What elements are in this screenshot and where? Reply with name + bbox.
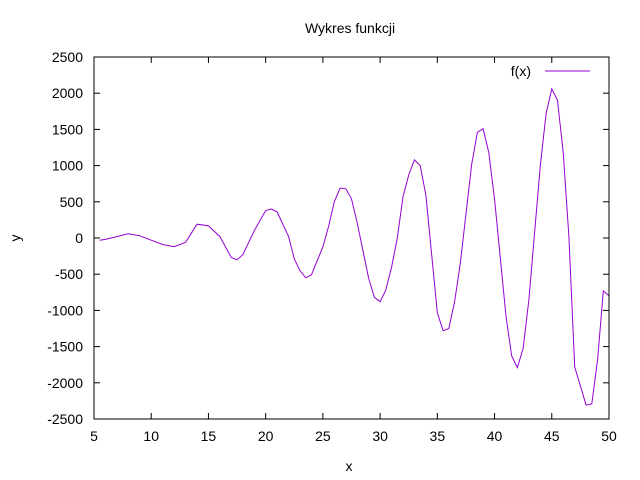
series-line-f [99, 87, 610, 406]
x-tick-label: 20 [258, 428, 274, 444]
legend-label-f: f(x) [511, 63, 531, 79]
y-tick-label: -2500 [47, 411, 83, 427]
x-axis-label: x [346, 458, 353, 474]
y-tick-label: 1500 [52, 121, 83, 137]
x-tick-label: 45 [544, 428, 560, 444]
x-tick-label: 25 [315, 428, 331, 444]
x-tick-label: 40 [487, 428, 503, 444]
y-axis-label: y [7, 235, 23, 242]
x-tick-label: 10 [143, 428, 159, 444]
x-tick-label: 5 [90, 428, 98, 444]
y-tick-label: -1000 [47, 302, 83, 318]
chart-title: Wykres funkcji [305, 20, 395, 36]
y-tick-label: -2000 [47, 375, 83, 391]
tick-labels: 5 10 15 20 25 30 35 40 45 50 -2500 -2000 -1500 -1000 -… [47, 49, 617, 444]
y-tick-label: 1000 [52, 158, 83, 174]
y-tick-label: 0 [75, 230, 83, 246]
x-tick-label: 50 [601, 428, 617, 444]
y-tick-label: 500 [60, 194, 84, 210]
y-tick-label: -500 [55, 266, 83, 282]
y-tick-label: 2500 [52, 49, 83, 65]
y-tick-label: -1500 [47, 339, 83, 355]
x-tick-label: 30 [372, 428, 388, 444]
plot-frame [93, 56, 610, 420]
y-tick-label: 2000 [52, 85, 83, 101]
legend: f(x) [511, 63, 590, 79]
x-tick-label: 35 [430, 428, 446, 444]
x-tick-label: 15 [201, 428, 217, 444]
axis-ticks [93, 56, 610, 420]
